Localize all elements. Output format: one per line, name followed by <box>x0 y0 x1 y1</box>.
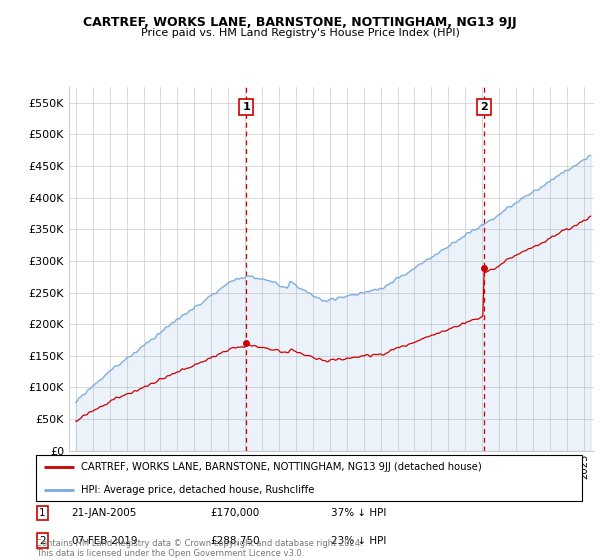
Text: £288,750: £288,750 <box>211 536 260 546</box>
Text: £170,000: £170,000 <box>211 508 260 518</box>
Text: CARTREF, WORKS LANE, BARNSTONE, NOTTINGHAM, NG13 9JJ: CARTREF, WORKS LANE, BARNSTONE, NOTTINGH… <box>83 16 517 29</box>
Text: 2: 2 <box>480 102 488 112</box>
Text: CARTREF, WORKS LANE, BARNSTONE, NOTTINGHAM, NG13 9JJ (detached house): CARTREF, WORKS LANE, BARNSTONE, NOTTINGH… <box>81 462 482 472</box>
Text: Contains HM Land Registry data © Crown copyright and database right 2024.
This d: Contains HM Land Registry data © Crown c… <box>36 539 362 558</box>
Text: 2: 2 <box>39 536 46 546</box>
Text: 23% ↓ HPI: 23% ↓ HPI <box>331 536 386 546</box>
Text: 1: 1 <box>39 508 46 518</box>
Text: Price paid vs. HM Land Registry's House Price Index (HPI): Price paid vs. HM Land Registry's House … <box>140 28 460 38</box>
Text: 21-JAN-2005: 21-JAN-2005 <box>71 508 137 518</box>
Text: HPI: Average price, detached house, Rushcliffe: HPI: Average price, detached house, Rush… <box>81 485 314 494</box>
FancyBboxPatch shape <box>36 455 582 501</box>
Text: 37% ↓ HPI: 37% ↓ HPI <box>331 508 386 518</box>
Text: 1: 1 <box>242 102 250 112</box>
Text: 07-FEB-2019: 07-FEB-2019 <box>71 536 138 546</box>
